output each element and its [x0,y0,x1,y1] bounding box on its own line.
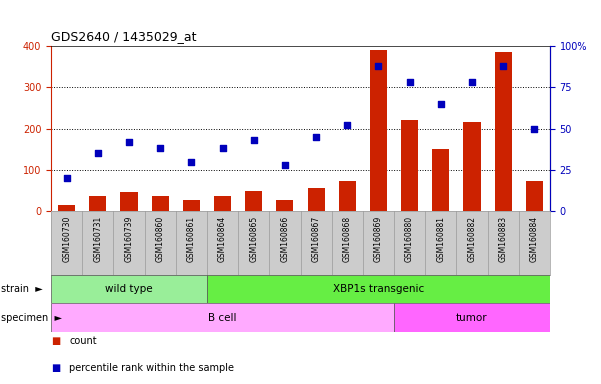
Point [529,126,539,132]
Bar [370,50,387,211]
Point [124,139,134,145]
Bar [120,192,138,211]
Text: GSM160861: GSM160861 [187,216,196,262]
Text: GSM160883: GSM160883 [499,216,508,262]
Text: count: count [69,336,97,346]
Bar [463,122,481,211]
Text: tumor: tumor [456,313,488,323]
Point [436,101,445,107]
Point [498,63,508,69]
Bar [401,121,418,211]
Text: wild type: wild type [105,284,153,294]
Bar [51,303,394,332]
Text: GSM160860: GSM160860 [156,216,165,262]
Text: ■: ■ [51,336,60,346]
Point [343,122,352,128]
Text: percentile rank within the sample: percentile rank within the sample [69,363,234,373]
Text: specimen  ►: specimen ► [1,313,62,323]
Text: XBP1s transgenic: XBP1s transgenic [333,284,424,294]
Text: GSM160867: GSM160867 [311,216,320,262]
Text: GSM160739: GSM160739 [124,216,133,262]
Text: GSM160868: GSM160868 [343,216,352,262]
Text: GSM160864: GSM160864 [218,216,227,262]
Point [249,137,258,143]
Text: B cell: B cell [209,313,237,323]
Text: GSM160880: GSM160880 [405,216,414,262]
Bar [58,205,75,211]
Point [405,79,415,86]
Text: GSM160730: GSM160730 [62,216,71,262]
Bar [51,275,207,303]
Text: GSM160866: GSM160866 [281,216,290,262]
Text: GSM160865: GSM160865 [249,216,258,262]
Point [467,79,477,86]
Text: GSM160881: GSM160881 [436,216,445,262]
Point [374,63,383,69]
Text: GSM160869: GSM160869 [374,216,383,262]
Bar [394,303,550,332]
Bar [432,149,450,211]
Bar [183,200,200,211]
Text: ■: ■ [51,363,60,373]
Bar [245,191,262,211]
Bar [207,275,550,303]
Bar [308,189,325,211]
Bar [495,52,511,211]
Bar [276,200,293,211]
Text: GSM160882: GSM160882 [468,216,477,262]
Bar [90,195,106,211]
Bar [339,181,356,211]
Text: GDS2640 / 1435029_at: GDS2640 / 1435029_at [51,30,197,43]
Point [93,150,103,157]
Bar [214,195,231,211]
Text: GSM160731: GSM160731 [93,216,102,262]
Text: strain  ►: strain ► [1,284,43,294]
Bar [151,195,169,211]
Text: GSM160884: GSM160884 [530,216,539,262]
Point [280,162,290,168]
Bar [526,181,543,211]
Point [186,159,196,165]
Point [311,134,321,140]
Point [62,175,72,181]
Point [156,146,165,152]
Point [218,146,227,152]
